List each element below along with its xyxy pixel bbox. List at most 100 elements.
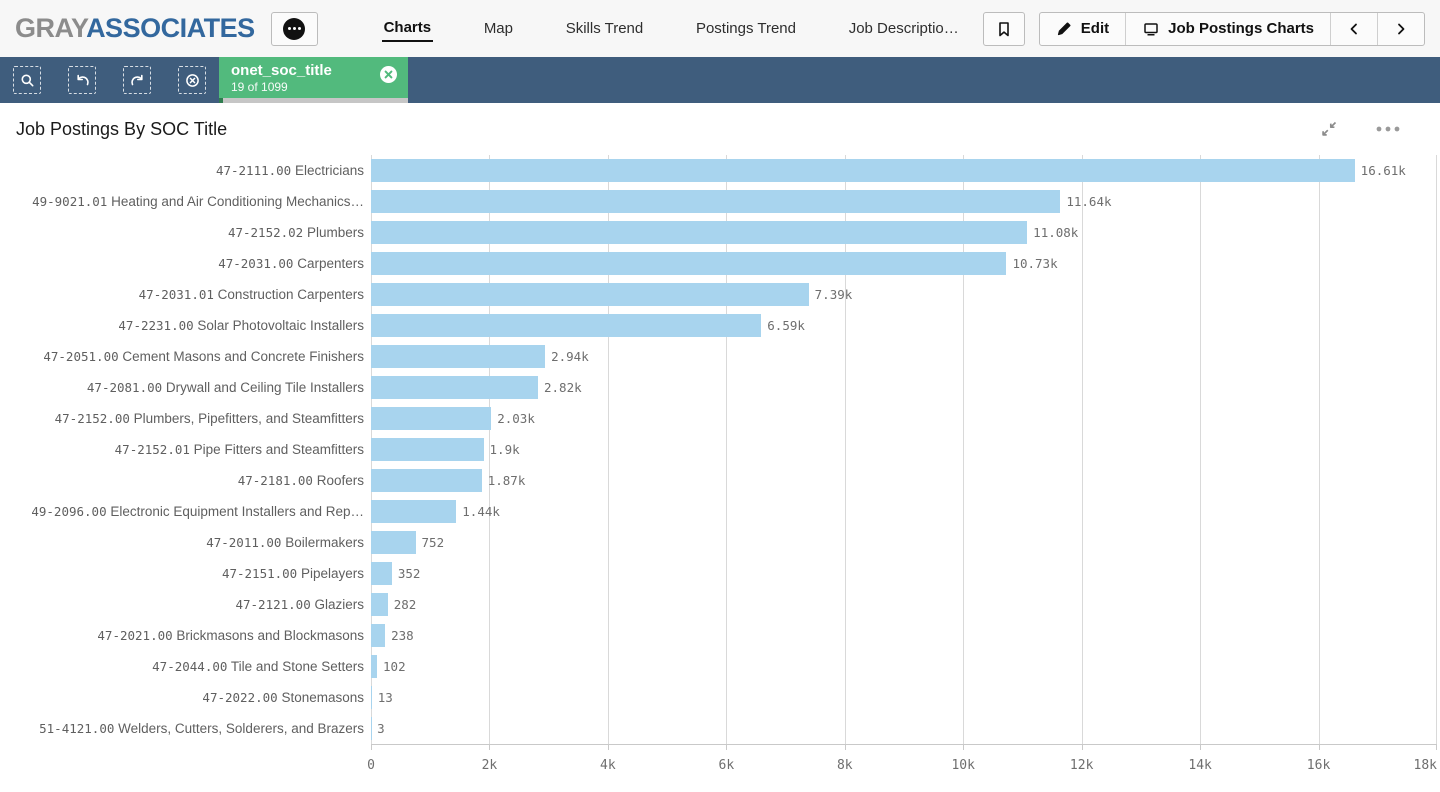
category-label[interactable]: 47-2151.00 Pipelayers	[221, 566, 364, 581]
step-back-button[interactable]	[68, 66, 96, 94]
edit-label: Edit	[1080, 20, 1110, 37]
category-label[interactable]: 47-2022.00 Stonemasons	[202, 690, 364, 705]
category-label[interactable]: 47-2031.00 Carpenters	[218, 256, 364, 271]
bar[interactable]	[371, 345, 546, 368]
bar[interactable]	[371, 221, 1028, 244]
bar[interactable]	[371, 562, 392, 585]
sheet-tabs: Charts Map Skills Trend Postings Trend Job D…	[381, 15, 961, 42]
tab-job-description[interactable]: Job Descriptio…	[847, 16, 961, 41]
bar[interactable]	[371, 469, 482, 492]
brand-logo: GRAYASSOCIATES	[15, 13, 255, 44]
bar-row: 282	[371, 589, 1437, 620]
gridline	[607, 155, 609, 744]
category-label[interactable]: 47-2051.00 Cement Masons and Concrete Fi…	[43, 349, 364, 364]
app-menu-button[interactable]	[270, 11, 318, 46]
category-label[interactable]: 47-2181.00 Roofers	[237, 473, 364, 488]
category-label[interactable]: 47-2152.01 Pipe Fitters and Steamfitters	[114, 442, 364, 457]
clear-circle-icon	[185, 73, 200, 88]
bar-row: 352	[371, 558, 1437, 589]
bar[interactable]	[371, 407, 492, 430]
bar[interactable]	[371, 283, 809, 306]
category-label[interactable]: 47-2152.00 Plumbers, Pipefitters, and St…	[54, 411, 364, 426]
sheet-icon	[1142, 20, 1160, 38]
bar[interactable]	[371, 438, 484, 461]
tab-map[interactable]: Map	[482, 16, 515, 41]
sheet-selector-label: Job Postings Charts	[1168, 20, 1314, 37]
category-label[interactable]: 51-4121.00 Welders, Cutters, Solderers, …	[39, 721, 364, 736]
category-label[interactable]: 47-2121.00 Glaziers	[235, 597, 364, 612]
selection-ratio-bar	[219, 98, 408, 103]
collapse-button[interactable]	[1320, 120, 1338, 138]
gridline	[1081, 155, 1083, 744]
bar-value-label: 238	[391, 628, 414, 643]
chevron-left-icon	[1347, 22, 1361, 36]
axis-tick-label: 16k	[1306, 758, 1331, 773]
bar[interactable]	[371, 314, 762, 337]
category-label[interactable]: 47-2011.00 Boilermakers	[206, 535, 364, 550]
chart-header: Job Postings By SOC Title	[0, 103, 1440, 155]
bar[interactable]	[371, 159, 1355, 182]
step-forward-button[interactable]	[123, 66, 151, 94]
bar-row: 6.59k	[371, 310, 1437, 341]
bar[interactable]	[371, 655, 378, 678]
bar[interactable]	[371, 624, 386, 647]
gridline	[726, 155, 728, 744]
bar-value-label: 102	[383, 659, 406, 674]
axis-tick-label: 14k	[1188, 758, 1212, 773]
tab-charts[interactable]: Charts	[381, 15, 434, 42]
gridline	[844, 155, 846, 744]
bar-value-label: 2.82k	[544, 380, 582, 395]
bar-value-label: 2.03k	[497, 411, 535, 426]
category-label[interactable]: 47-2152.02 Plumbers	[227, 225, 364, 240]
axis-tick	[1318, 745, 1320, 750]
undo-arrow-icon	[75, 73, 90, 88]
sheet-selector-button[interactable]: Job Postings Charts	[1125, 12, 1330, 45]
bar[interactable]	[371, 252, 1007, 275]
selection-chip[interactable]: onet_soc_title 19 of 1099	[219, 57, 408, 103]
category-label[interactable]: 47-2021.00 Brickmasons and Blockmasons	[97, 628, 364, 643]
chart-actions	[1320, 120, 1400, 138]
axis-tick	[1436, 745, 1437, 750]
next-sheet-button[interactable]	[1377, 12, 1424, 45]
bar[interactable]	[371, 376, 538, 399]
bar[interactable]	[371, 500, 457, 523]
tab-skills-trend[interactable]: Skills Trend	[564, 16, 646, 41]
axis-spacer	[0, 744, 371, 791]
chip-close-button[interactable]	[379, 65, 398, 87]
bar-row: 2.03k	[371, 403, 1437, 434]
bar-value-label: 16.61k	[1360, 163, 1406, 178]
search-icon	[20, 73, 35, 88]
selections-search-button[interactable]	[13, 66, 41, 94]
bar[interactable]	[371, 593, 388, 616]
bar-value-label: 7.39k	[814, 287, 853, 302]
bar-row: 7.39k	[371, 279, 1437, 310]
category-labels: 47-2111.00 Electricians 49-9021.01 Heatin…	[0, 155, 371, 744]
category-label[interactable]: 47-2111.00 Electricians	[215, 163, 364, 178]
bar-row: 1.87k	[371, 465, 1437, 496]
bar[interactable]	[371, 190, 1061, 213]
bar[interactable]	[371, 686, 372, 709]
category-label[interactable]: 47-2044.00 Tile and Stone Setters	[152, 659, 364, 674]
category-label[interactable]: 47-2081.00 Drywall and Ceiling Tile Inst…	[86, 380, 364, 395]
prev-sheet-button[interactable]	[1330, 12, 1377, 45]
gridline	[489, 155, 491, 744]
plot-area: 16.61k 11.64k 11.08k 10.73k 7.39k 6.59k 2.94k 2…	[371, 155, 1437, 744]
axis-tick-label: 2k	[481, 758, 498, 773]
category-label[interactable]: 47-2031.01 Construction Carpenters	[138, 287, 364, 302]
axis-tick-label: 0	[367, 758, 375, 773]
tab-postings-trend[interactable]: Postings Trend	[694, 16, 798, 41]
edit-button[interactable]: Edit	[1040, 13, 1125, 45]
bar[interactable]	[371, 531, 416, 554]
bars: 16.61k 11.64k 11.08k 10.73k 7.39k 6.59k 2.94k 2…	[371, 155, 1437, 744]
category-label[interactable]: 47-2231.00 Solar Photovoltaic Installers	[118, 318, 364, 333]
more-options-button[interactable]	[1376, 125, 1400, 133]
bookmark-button[interactable]	[982, 11, 1025, 46]
bar-value-label: 6.59k	[767, 318, 805, 333]
clear-selections-button[interactable]	[178, 66, 206, 94]
bar-row: 11.64k	[371, 186, 1437, 217]
selection-count: 19 of 1099	[231, 80, 288, 94]
gridline	[1200, 155, 1202, 744]
bar-chart: 47-2111.00 Electricians 49-9021.01 Heatin…	[0, 155, 1437, 744]
category-label[interactable]: 49-9021.01 Heating and Air Conditioning …	[32, 194, 364, 209]
category-label[interactable]: 49-2096.00 Electronic Equipment Installe…	[31, 504, 364, 519]
